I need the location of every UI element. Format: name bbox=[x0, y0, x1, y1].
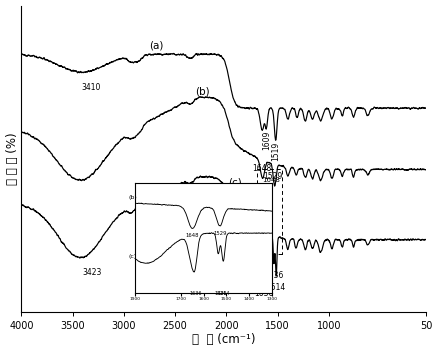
Text: (c): (c) bbox=[228, 177, 242, 187]
Text: (b): (b) bbox=[196, 86, 210, 96]
Text: 1636: 1636 bbox=[254, 289, 273, 298]
Bar bbox=[257, 169, 282, 254]
Text: 1648: 1648 bbox=[262, 177, 279, 183]
Text: 3410: 3410 bbox=[81, 83, 101, 92]
Text: 1536: 1536 bbox=[264, 271, 284, 280]
Y-axis label: 透 光 率 (%): 透 光 率 (%) bbox=[6, 132, 18, 185]
Text: 1609: 1609 bbox=[262, 130, 271, 150]
Text: 1648: 1648 bbox=[252, 164, 271, 173]
Text: 1519: 1519 bbox=[271, 142, 280, 161]
Text: 1514: 1514 bbox=[267, 283, 286, 292]
Text: (a): (a) bbox=[149, 41, 164, 51]
Text: 1529: 1529 bbox=[263, 172, 283, 181]
X-axis label: 波  数 (cm⁻¹): 波 数 (cm⁻¹) bbox=[192, 333, 255, 346]
Text: 3423: 3423 bbox=[82, 268, 102, 277]
